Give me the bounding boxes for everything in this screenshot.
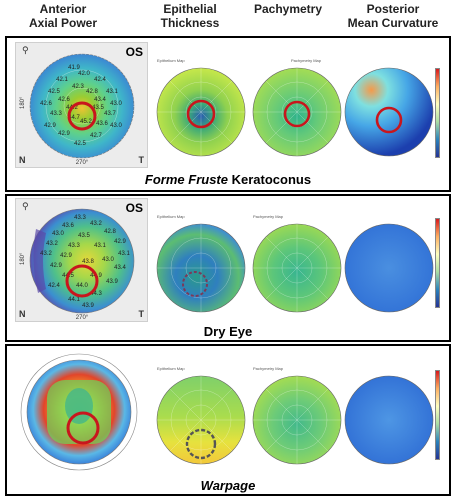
highlight-ring bbox=[67, 101, 97, 131]
color-scale-bar bbox=[435, 218, 440, 308]
svg-text:43.3: 43.3 bbox=[50, 111, 62, 117]
svg-text:43.9: 43.9 bbox=[106, 279, 118, 285]
nasal-label: N bbox=[19, 309, 26, 319]
axial-power-map: 43.3 43.2 43.6 42.8 43.0 43.5 42.9 43.2 … bbox=[20, 208, 135, 321]
svg-text:43.7: 43.7 bbox=[104, 111, 116, 117]
pachymetry-map: Pachymetry Map bbox=[252, 58, 342, 157]
highlight-ring-dashed bbox=[182, 271, 208, 297]
column-header-epithelial: Epithelial Thickness bbox=[160, 2, 220, 30]
svg-text:180°: 180° bbox=[20, 252, 26, 265]
svg-text:43.2: 43.2 bbox=[46, 241, 58, 247]
svg-text:41.9: 41.9 bbox=[68, 65, 80, 71]
svg-text:Pachymetry Map: Pachymetry Map bbox=[253, 366, 284, 371]
svg-text:42.4: 42.4 bbox=[94, 77, 106, 83]
svg-text:Pachymetry Map: Pachymetry Map bbox=[253, 214, 284, 219]
highlight-ring bbox=[283, 100, 311, 128]
svg-text:43.4: 43.4 bbox=[114, 265, 126, 271]
svg-text:43.8: 43.8 bbox=[82, 259, 94, 265]
axial-power-map: 41.9 42.0 42.1 42.4 42.3 42.5 42.8 43.1 … bbox=[20, 53, 135, 166]
svg-text:42.9: 42.9 bbox=[44, 123, 56, 129]
svg-text:42.0: 42.0 bbox=[78, 71, 90, 77]
panel-forme-fruste: ⚲ OS N T 41.9 42.0 42.1 42.4 bbox=[5, 36, 451, 192]
svg-text:Epithelium Map: Epithelium Map bbox=[157, 366, 185, 371]
pachymetry-map: Pachymetry Map bbox=[252, 214, 342, 313]
svg-text:43.2: 43.2 bbox=[90, 221, 102, 227]
epithelial-thickness-map: Epithelium Map bbox=[156, 58, 246, 157]
color-scale-bar bbox=[435, 68, 440, 158]
svg-text:180°: 180° bbox=[20, 96, 26, 109]
epithelial-thickness-map: Epithelium Map bbox=[156, 366, 246, 465]
svg-text:42.6: 42.6 bbox=[40, 101, 52, 107]
svg-text:42.9: 42.9 bbox=[50, 263, 62, 269]
panel-dry-eye: ⚲ OS N T 43.3 43.2 43.6 42.8 43.0 bbox=[5, 194, 451, 342]
svg-text:43.0: 43.0 bbox=[102, 257, 114, 263]
posterior-curvature-map bbox=[344, 223, 434, 313]
svg-text:43.3: 43.3 bbox=[74, 215, 86, 221]
svg-text:43.5: 43.5 bbox=[92, 105, 104, 111]
svg-text:42.5: 42.5 bbox=[74, 141, 86, 147]
svg-text:42.8: 42.8 bbox=[104, 229, 116, 235]
svg-text:42.9: 42.9 bbox=[114, 239, 126, 245]
column-header-posterior: Posterior Mean Curvature bbox=[347, 2, 439, 30]
search-icon: ⚲ bbox=[22, 45, 29, 55]
highlight-ring-dashed bbox=[185, 428, 217, 460]
color-scale-bar bbox=[435, 370, 440, 460]
svg-text:43.2: 43.2 bbox=[40, 251, 52, 257]
highlight-ring bbox=[186, 99, 216, 129]
svg-text:43.9: 43.9 bbox=[82, 303, 94, 309]
svg-text:Epithelium Map: Epithelium Map bbox=[157, 58, 185, 63]
svg-text:42.1: 42.1 bbox=[56, 77, 68, 83]
svg-text:43.0: 43.0 bbox=[110, 101, 122, 107]
posterior-curvature-map bbox=[344, 375, 434, 465]
svg-text:42.3: 42.3 bbox=[72, 84, 84, 90]
axial-map-frame: ⚲ OS N T 43.3 43.2 43.6 42.8 43.0 bbox=[15, 198, 148, 322]
panel-caption: Warpage bbox=[200, 478, 256, 493]
svg-text:43.3: 43.3 bbox=[68, 243, 80, 249]
temporal-label: T bbox=[138, 309, 145, 319]
svg-text:270°: 270° bbox=[76, 160, 89, 166]
posterior-curvature-map bbox=[344, 67, 434, 157]
axial-power-map bbox=[20, 353, 138, 471]
panel-warpage: Epithelium Map Pachymetry Map bbox=[5, 344, 451, 496]
svg-text:43.0: 43.0 bbox=[110, 123, 122, 129]
search-icon: ⚲ bbox=[22, 201, 29, 211]
epithelial-thickness-map: Epithelium Map bbox=[156, 214, 246, 313]
svg-text:43.5: 43.5 bbox=[78, 233, 90, 239]
eye-label: OS bbox=[125, 45, 143, 59]
highlight-ring bbox=[375, 106, 403, 134]
svg-text:43.6: 43.6 bbox=[62, 223, 74, 229]
svg-text:44.1: 44.1 bbox=[68, 297, 80, 303]
panel-caption: Forme Fruste Keratoconus bbox=[144, 172, 312, 187]
svg-text:270°: 270° bbox=[76, 315, 89, 321]
svg-text:45.2: 45.2 bbox=[80, 119, 92, 125]
svg-text:42.7: 42.7 bbox=[90, 133, 102, 139]
nasal-label: N bbox=[19, 155, 26, 165]
svg-text:43.6: 43.6 bbox=[96, 121, 108, 127]
svg-text:42.8: 42.8 bbox=[86, 89, 98, 95]
svg-text:42.4: 42.4 bbox=[48, 283, 60, 289]
svg-text:Pachymetry Map: Pachymetry Map bbox=[291, 58, 322, 63]
svg-text:42.5: 42.5 bbox=[48, 89, 60, 95]
panel-caption: Dry Eye bbox=[203, 324, 253, 339]
svg-text:42.9: 42.9 bbox=[60, 253, 72, 259]
highlight-ring bbox=[65, 264, 99, 298]
svg-text:Epithelium Map: Epithelium Map bbox=[157, 214, 185, 219]
column-header-anterior: Anterior Axial Power bbox=[28, 2, 98, 30]
svg-text:43.0: 43.0 bbox=[52, 231, 64, 237]
temporal-label: T bbox=[138, 155, 145, 165]
svg-text:43.1: 43.1 bbox=[118, 251, 130, 257]
svg-text:42.6: 42.6 bbox=[58, 97, 70, 103]
svg-text:43.1: 43.1 bbox=[94, 243, 106, 249]
svg-text:44.7: 44.7 bbox=[68, 115, 80, 121]
axial-map-frame: ⚲ OS N T 41.9 42.0 42.1 42.4 bbox=[15, 42, 148, 168]
column-header-pachymetry: Pachymetry bbox=[253, 2, 323, 16]
svg-text:43.1: 43.1 bbox=[106, 89, 118, 95]
pachymetry-map: Pachymetry Map bbox=[252, 366, 342, 465]
svg-text:44.0: 44.0 bbox=[76, 283, 88, 289]
highlight-ring bbox=[66, 411, 100, 445]
svg-text:42.9: 42.9 bbox=[58, 131, 70, 137]
svg-text:44.3: 44.3 bbox=[90, 291, 102, 297]
svg-text:43.4: 43.4 bbox=[94, 97, 106, 103]
eye-label: OS bbox=[125, 201, 143, 215]
